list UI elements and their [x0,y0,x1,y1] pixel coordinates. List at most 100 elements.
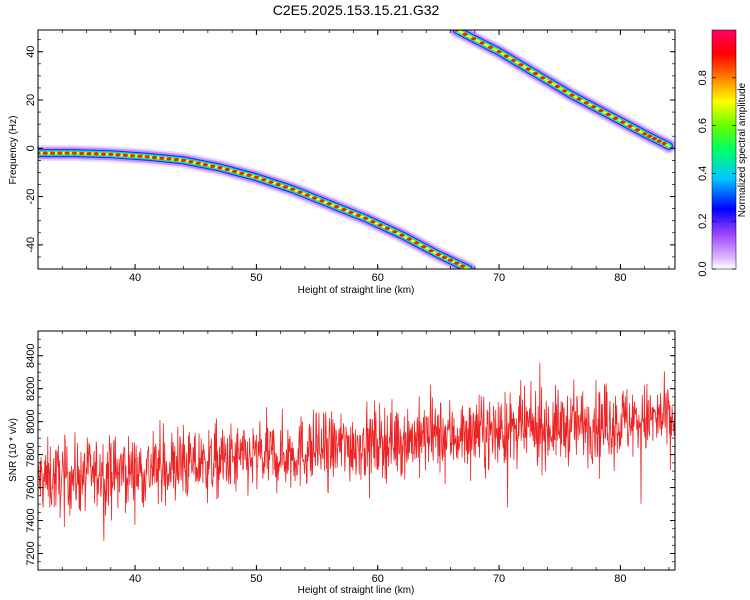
y-tick-label: -20 [25,189,37,205]
ridge-0-peak [333,205,340,209]
ridge-1-peak [510,58,517,63]
ridge-0-peak [421,245,427,249]
y-tick-label: 8400 [25,343,37,367]
ridge-1-peak [576,97,582,101]
colorbar-frame [711,29,737,270]
spectrogram-ticks: 40 50 60 70 80 -40 -20 0 20 40 [25,30,675,284]
snr-ticks: 40 50 60 70 80 7200 7400 7600 7800 8000 8200 8400 [25,330,675,585]
ridge-0-peak [341,208,347,212]
ridge-0-peak [79,151,85,155]
ridge-0-peak [93,152,99,156]
ridge-1-peak [532,71,539,76]
ridge-0-peak [50,151,56,155]
snr-xlabel: Height of straight line (km) [298,585,415,596]
y-tick-label: 7800 [25,442,37,466]
ridge-0-peak [435,252,441,257]
x-tick-label: 50 [250,272,262,284]
ridge-0-peak [363,216,369,220]
ridge-1-peak [525,67,531,71]
colorbar-tick-label: 0.0 [697,261,709,276]
ridge-0-peak [454,261,460,265]
colorbar-tick-label: 0.6 [697,118,709,133]
spectrogram-xlabel: Height of straight line (km) [298,285,415,296]
ridge-0-peak [137,154,143,158]
ridge-0-peak [181,158,187,162]
ridge-1-peak [562,89,568,93]
ridge-0-peak [173,158,179,162]
colorbar-gradient [712,30,736,269]
ridge-1-peak [651,137,658,141]
ridge-0-peak [130,154,136,158]
ridge-1-peak [583,101,590,105]
ridge-1-peak [612,116,619,120]
ridge-0-peak [224,167,230,172]
ridge-0-peak [441,255,448,259]
spectrogram-ylabel: Frequency (Hz) [8,116,19,185]
x-tick-label: 70 [493,272,505,284]
ridge-0-peak [100,152,107,156]
ridge-0-peak [304,193,310,197]
ridge-1-peak [661,141,667,146]
x-tick-label: 80 [614,573,626,585]
ridge-0-peak [151,155,158,160]
ridge-0-peak [282,185,289,189]
ridge-0-peak [326,202,332,206]
y-tick-label: 40 [25,46,37,58]
snr-series-line [38,363,675,541]
ridge-0-peak [159,156,165,160]
ridge-1-peak [569,93,575,97]
spectrogram-panel: 40 50 60 70 80 -40 -20 0 20 40 Height of straight… [8,29,676,296]
ridge-1-peak [656,139,662,143]
y-tick-label: 0 [25,145,37,151]
ridge-0-peak [86,152,92,156]
ridge-0-peak [447,258,454,262]
ridge-0-peak [57,151,63,155]
ridge-1-peak [496,50,502,54]
y-tick-label: 20 [25,94,37,106]
ridge-0-peak [377,223,383,227]
ridge-1-peak [554,84,560,89]
y-tick-label: 8000 [25,409,37,433]
ridge-0-peak [275,182,281,187]
ridge-0-peak [355,213,361,217]
ridge-1-peak [598,109,604,113]
ridge-0-peak [42,151,48,155]
ridge-1-peak [471,37,477,41]
ridge-1-peak [488,45,494,50]
spectrogram-frame [37,29,676,270]
y-tick-label: 7400 [25,508,37,532]
x-tick-label: 60 [372,573,384,585]
spectrogram-ridges [38,30,675,269]
ridge-1-peak [518,63,524,67]
ridge-0-peak [202,163,208,167]
y-tick-label: -40 [25,237,37,253]
ridge-1-peak [642,132,648,136]
ridge-0-peak [122,153,128,157]
ridge-1-peak [620,120,626,124]
x-tick-label: 40 [129,573,141,585]
ridge-0-peak [144,155,150,159]
snr-frame [37,330,676,571]
ridge-1-peak [605,112,611,117]
ridge-1-peak [540,76,546,80]
ridge-0-peak [290,187,296,191]
ridge-0-peak [253,175,259,179]
ridge-0-peak [246,173,252,177]
ridge-0-peak [312,196,318,200]
figure-title: C2E5.2025.153.15.21.G32 [273,2,440,18]
ridge-1-peak [591,105,597,109]
ridge-0-peak [71,151,77,155]
ridge-1-peak [503,54,509,58]
snr-panel: 40 50 60 70 80 7200 7400 7600 7800 8000 8200 8400 H… [8,330,676,596]
colorbar-tick-label: 0.2 [697,214,709,229]
ridge-0-peak [261,178,267,182]
x-tick-label: 70 [493,573,505,585]
ridge-1-peak [627,124,633,128]
ridge-0-peak [399,233,405,237]
ridge-0-peak [64,151,70,155]
ridge-0-peak [217,166,223,170]
snr-ylabel: SNR (10 * v/v) [8,418,19,482]
x-tick-label: 80 [614,272,626,284]
ridge-0-peak [392,230,398,234]
